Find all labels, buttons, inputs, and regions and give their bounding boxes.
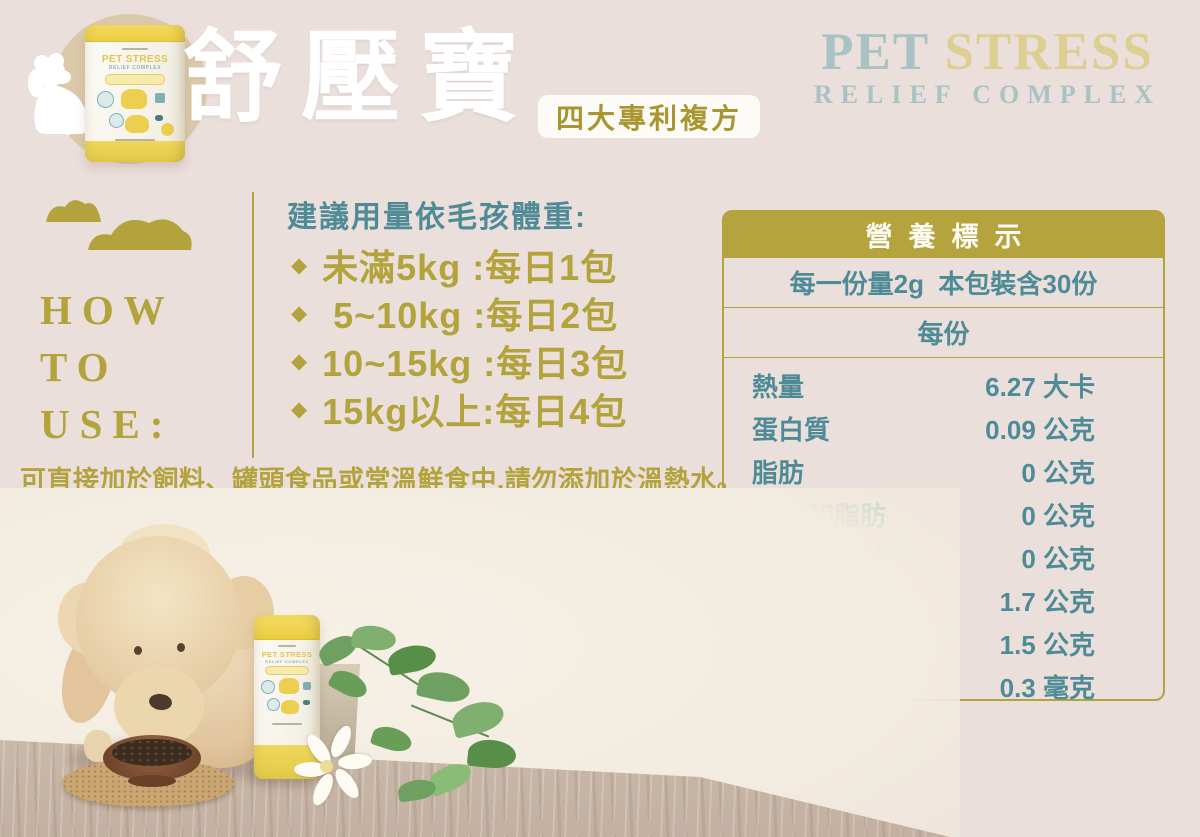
teal-icon xyxy=(303,682,311,690)
dog-eye xyxy=(134,646,142,655)
dosage-text: 15kg以上:每日4包 xyxy=(322,391,628,432)
nutrient-value: 0 公克 xyxy=(1021,544,1095,574)
nutrient-value: 1.5 公克 xyxy=(999,630,1095,660)
white-dog-silhouette-icon xyxy=(28,53,93,135)
diamond-bullet-icon: ◆ xyxy=(291,397,308,421)
label-icon-cluster xyxy=(257,678,317,722)
per-serving-row: 每份 xyxy=(724,308,1163,358)
table-row: 熱量 6.27 大卡 xyxy=(724,364,1163,407)
label-badge-pill xyxy=(265,666,309,675)
label-badge-pill xyxy=(105,74,165,86)
brand-line1: PET STRESS xyxy=(795,26,1180,79)
white-flower xyxy=(286,722,376,810)
flower-petal xyxy=(337,752,373,771)
brand-stress: STRESS xyxy=(944,23,1154,81)
yellow-cat-icon xyxy=(281,700,299,714)
supplement-icon xyxy=(261,680,275,694)
label-icon-cluster xyxy=(89,89,181,137)
nutrition-table-title: 營養標示 xyxy=(723,211,1164,258)
dosage-list: ◆ 未滿5kg :每日1包 ◆ 5~10kg :每日2包 ◆ 10~15kg :… xyxy=(291,246,628,432)
brand-subtitle: RELIEF COMPLEX xyxy=(813,80,1162,109)
teal-paw-icon xyxy=(303,700,310,705)
nutrient-value: 1.7 公克 xyxy=(999,587,1095,617)
supplement-icon xyxy=(109,113,124,129)
product-photo: PET STRESS RELIEF COMPLEX xyxy=(0,488,960,837)
product-canister-photo: PET STRESS RELIEF COMPLEX xyxy=(254,615,320,779)
table-row: 蛋白質 0.09 公克 xyxy=(724,407,1163,450)
nutrient-value: 0.3 毫克 xyxy=(999,673,1095,703)
brand-wordmark: PET STRESS RELIEF COMPLEX xyxy=(795,26,1180,110)
nutrient-value: 0.09 公克 xyxy=(985,415,1095,445)
yellow-dog-icon xyxy=(279,678,299,694)
diamond-bullet-icon: ◆ xyxy=(291,253,308,277)
supplement-icon xyxy=(267,698,280,711)
how-to-use-heading: HOW TO USE: xyxy=(40,282,175,453)
teal-paw-icon xyxy=(155,115,163,122)
diamond-bullet-icon: ◆ xyxy=(291,349,308,373)
flower-center xyxy=(320,760,333,773)
product-canister-hero: PET STRESS RELIEF COMPLEX xyxy=(85,25,185,162)
nutrient-value: 0 公克 xyxy=(1021,458,1095,488)
canister-label: PET STRESS RELIEF COMPLEX xyxy=(85,42,185,142)
nutrient-value: 6.27 大卡 xyxy=(985,372,1095,402)
canister-cap xyxy=(85,25,185,43)
teal-icon xyxy=(155,93,165,104)
label-product-name: PET STRESS xyxy=(261,650,313,659)
diamond-bullet-icon: ◆ xyxy=(291,301,308,325)
dosage-item: ◆ 15kg以上:每日4包 xyxy=(291,390,628,432)
dosage-heading: 建議用量依毛孩體重: xyxy=(287,201,587,234)
label-footnote-bar xyxy=(115,139,155,142)
label-product-subtitle: RELIEF COMPLEX xyxy=(108,65,162,72)
label-product-subtitle: RELIEF COMPLEX xyxy=(265,659,309,664)
table-row: 脂肪 0 公克 xyxy=(724,450,1163,493)
label-footnote-bar xyxy=(272,723,302,725)
nutrition-table: 營養標示 每一份量2g 本包裝含30份 每份 熱量 6.27 大卡 蛋白質 0.… xyxy=(722,210,1165,703)
serving-size-row: 每一份量2g 本包裝含30份 xyxy=(724,258,1163,308)
page-title: 舒壓寶 xyxy=(183,22,537,134)
how-to-use-line: HOW xyxy=(40,287,175,333)
how-to-use-line: TO xyxy=(40,344,119,390)
vertical-divider xyxy=(252,192,254,458)
canister-label: PET STRESS RELIEF COMPLEX xyxy=(254,640,320,745)
flower-petal xyxy=(294,762,328,777)
how-to-use-line: USE: xyxy=(40,401,174,447)
label-brand-bar xyxy=(122,48,148,51)
dosage-text: 10~15kg :每日3包 xyxy=(322,343,629,384)
yellow-cat-icon xyxy=(125,115,149,134)
yellow-circle-icon xyxy=(161,123,174,137)
nutrient-label: 蛋白質 xyxy=(752,415,831,445)
dosage-text: 5~10kg :每日2包 xyxy=(322,295,619,336)
nutrient-label: 熱量 xyxy=(752,372,805,402)
label-product-name: PET STRESS xyxy=(101,54,169,66)
dosage-item: ◆ 5~10kg :每日2包 xyxy=(291,294,628,336)
dog-eye xyxy=(177,643,185,652)
canister-cap xyxy=(254,615,320,640)
supplement-icon xyxy=(97,91,114,109)
dosage-item: ◆ 10~15kg :每日3包 xyxy=(291,342,628,384)
dosage-text: 未滿5kg :每日1包 xyxy=(322,247,618,288)
dosage-item: ◆ 未滿5kg :每日1包 xyxy=(291,246,628,288)
label-brand-bar xyxy=(278,645,296,647)
canister-bottom-band xyxy=(85,141,185,162)
cloud-decoration-icon xyxy=(46,200,192,250)
bowl-foot xyxy=(128,775,176,787)
patent-badge: 四大專利複方 xyxy=(538,95,760,138)
bowl-food xyxy=(112,739,192,766)
yellow-dog-icon xyxy=(121,89,147,110)
flower-petal xyxy=(331,765,363,802)
nutrient-label: 脂肪 xyxy=(752,458,805,488)
nutrient-value: 0 公克 xyxy=(1021,501,1095,531)
brand-pet: PET xyxy=(821,23,930,81)
